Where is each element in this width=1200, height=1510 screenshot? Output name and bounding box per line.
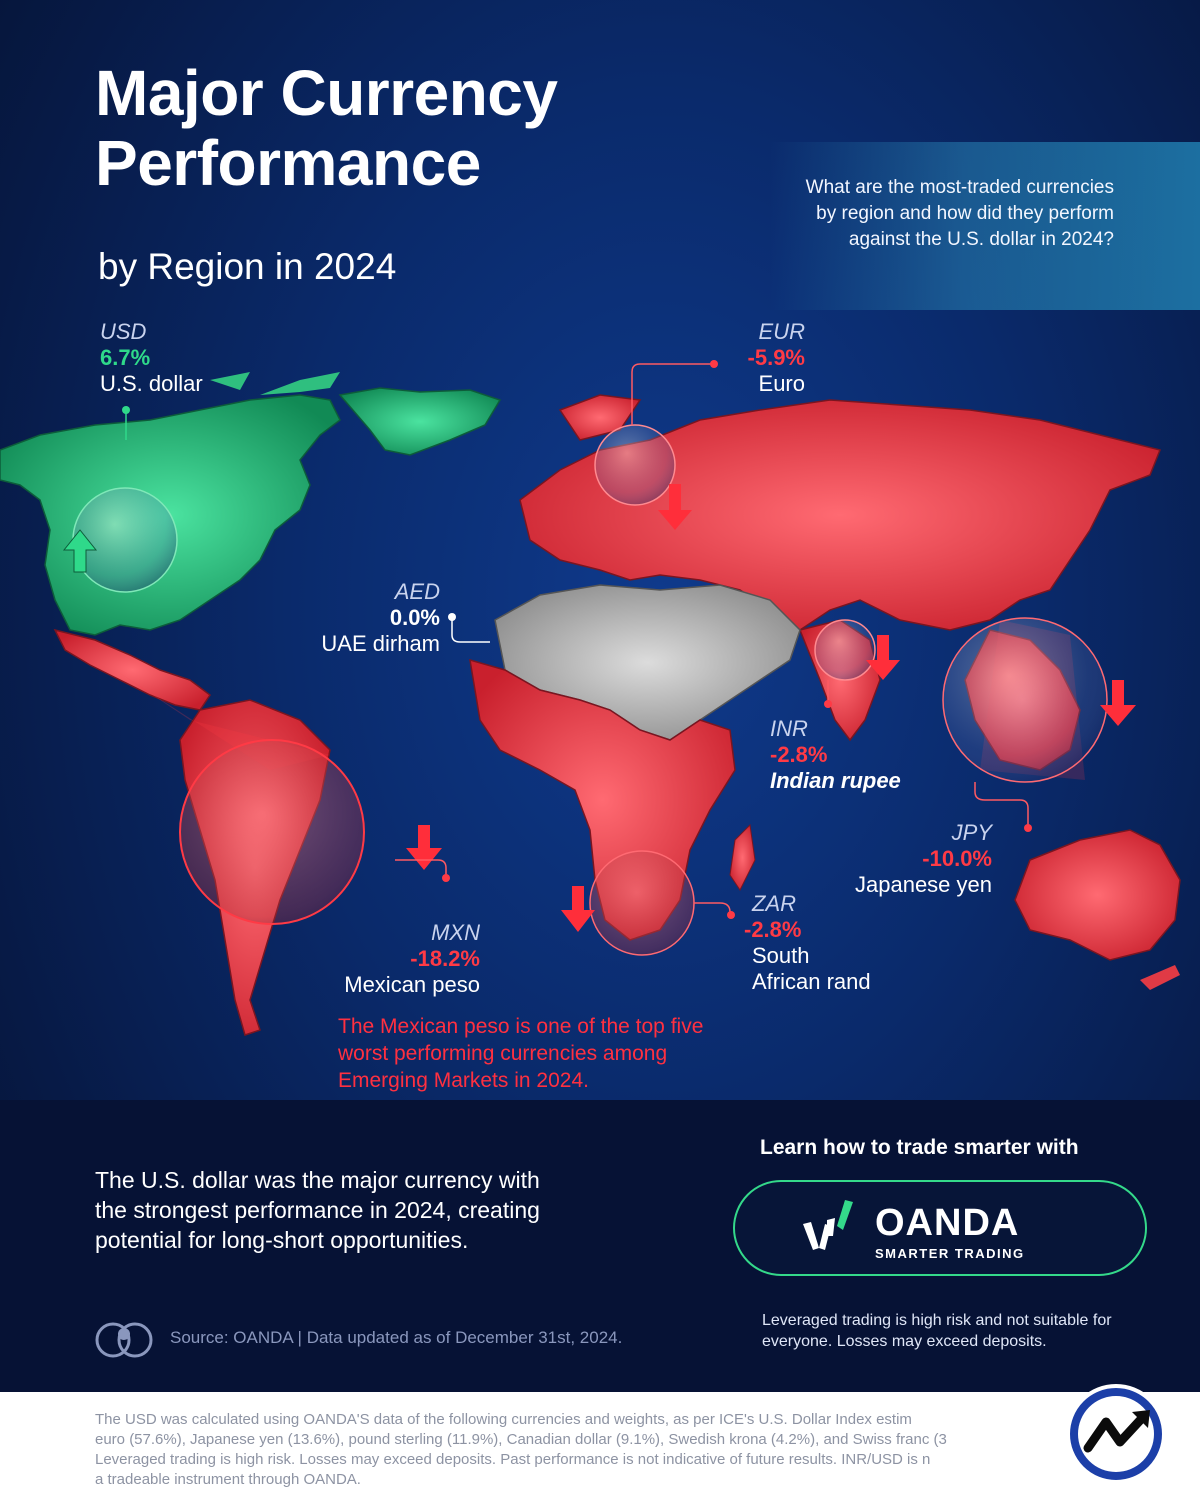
learn-heading: Learn how to trade smarter with (760, 1136, 1079, 1159)
aed-change: 0.0% (389, 605, 440, 630)
page-title: Major Currency Performance (95, 57, 558, 199)
aed-code: AED (394, 579, 440, 604)
mexico-note: The Mexican peso is one of the top five … (338, 1015, 704, 1092)
source-logo-icon (95, 1322, 153, 1358)
footer-notes: The USD was calculated using OANDA'S dat… (95, 1410, 1095, 1490)
jpy-code: JPY (951, 820, 992, 845)
inr-arrow-down-icon (866, 635, 900, 680)
oanda-brand: OANDA (875, 1202, 1020, 1244)
mxn-name: Mexican peso (344, 972, 480, 997)
footer-line-3: Leveraged trading is high risk. Losses m… (95, 1451, 931, 1468)
zar-arrow-down-icon (561, 886, 595, 932)
zar-name-line-1: South (752, 943, 810, 968)
risk-disclaimer: Leveraged trading is high risk and not s… (762, 1312, 1112, 1350)
footer-line-4: a tradeable instrument through OANDA. (95, 1471, 361, 1488)
eur-code: EUR (758, 319, 805, 344)
jpy-label: JPY -10.0% Japanese yen (830, 820, 992, 898)
inr-label: INR -2.8% Indian rupee (770, 716, 901, 794)
usd-code: USD (100, 319, 147, 344)
inr-name: Indian rupee (770, 768, 901, 793)
eur-lens (594, 424, 676, 506)
inr-lens (814, 619, 876, 681)
intro-question: What are the most-traded currencies by r… (805, 177, 1114, 250)
inr-code: INR (770, 716, 808, 741)
usd-arrow-up-icon (62, 529, 98, 573)
jpy-arrow-down-icon (1100, 680, 1136, 726)
page-subtitle: by Region in 2024 (98, 246, 397, 287)
mxn-arrow-down-icon (406, 825, 442, 870)
zar-name-line-2: African rand (752, 969, 871, 994)
oanda-link[interactable]: OANDA SMARTER TRADING (733, 1180, 1147, 1276)
australia-region (1014, 829, 1181, 990)
footer-line-1: The USD was calculated using OANDA'S dat… (95, 1411, 912, 1428)
aed-name: UAE dirham (321, 631, 440, 656)
eur-arrow-down-icon (658, 484, 692, 530)
oanda-logo-icon (803, 1200, 853, 1250)
zar-label: ZAR -2.8% South African rand (744, 891, 871, 995)
footer-line-2: euro (57.6%), Japanese yen (13.6%), poun… (95, 1431, 947, 1448)
inr-change: -2.8% (770, 742, 828, 767)
zar-lens (589, 850, 695, 956)
eur-name: Euro (758, 371, 805, 396)
mxn-change: -18.2% (410, 946, 480, 971)
oanda-tagline: SMARTER TRADING (875, 1246, 1025, 1261)
publisher-logo-icon (1066, 1384, 1166, 1484)
mxn-label: MXN -18.2% Mexican peso (320, 920, 480, 998)
mxn-code: MXN (431, 920, 480, 945)
world-map (0, 360, 1181, 1036)
jpy-lens (942, 617, 1108, 783)
eur-label: EUR -5.9% Euro (690, 319, 805, 397)
source-text: Source: OANDA | Data updated as of Decem… (170, 1328, 623, 1347)
jpy-change: -10.0% (922, 846, 992, 871)
eur-change: -5.9% (747, 345, 805, 370)
usd-label: USD 6.7% U.S. dollar (100, 319, 203, 397)
mxn-lens (179, 739, 365, 925)
usd-change: 6.7% (100, 345, 151, 370)
footer (0, 1392, 1200, 1510)
question-band (770, 142, 1200, 310)
zar-code: ZAR (752, 891, 796, 916)
title-line-2: Performance (95, 127, 481, 199)
jpy-name: Japanese yen (855, 872, 992, 897)
zar-change: -2.8% (744, 917, 802, 942)
connector-lines (122, 360, 1032, 919)
usd-name: U.S. dollar (100, 371, 203, 396)
aed-label: AED 0.0% UAE dirham (290, 579, 440, 657)
summary-text: The U.S. dollar was the major currency w… (95, 1167, 540, 1253)
title-line-1: Major Currency (95, 57, 558, 129)
